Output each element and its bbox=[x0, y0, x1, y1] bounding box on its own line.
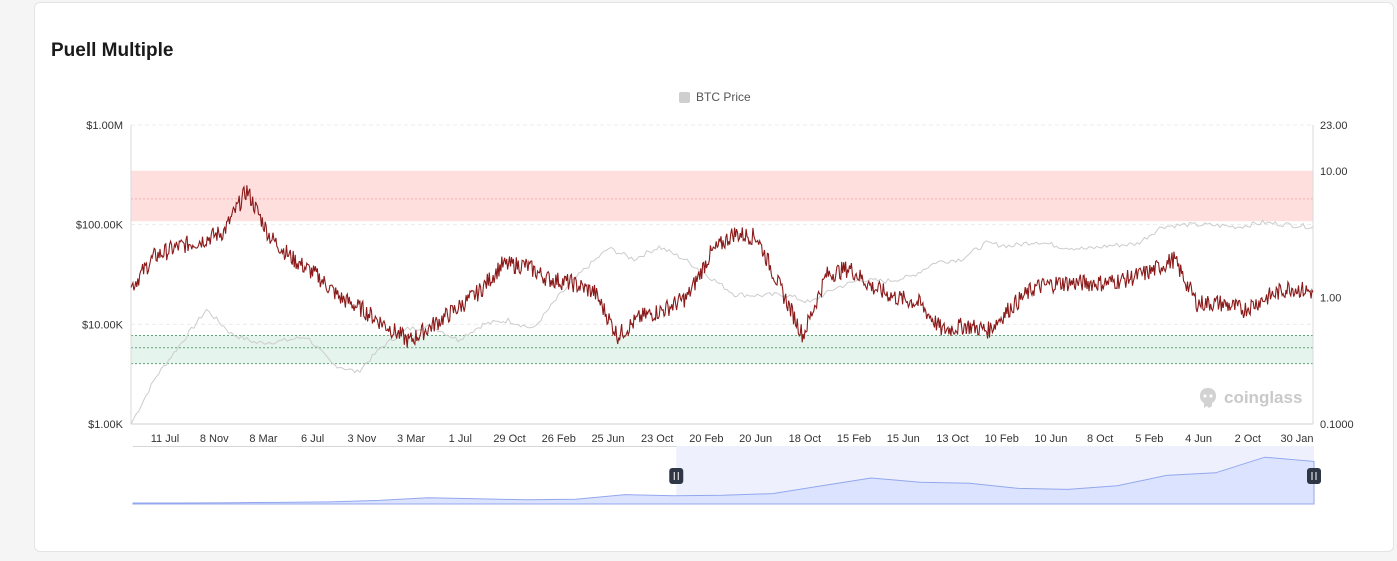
x-tick-label: 15 Feb bbox=[837, 433, 871, 445]
x-tick-label: 29 Oct bbox=[493, 433, 525, 445]
navigator-right-handle[interactable] bbox=[1307, 468, 1321, 484]
coinglass-logo-icon bbox=[1200, 388, 1216, 408]
x-tick-label: 20 Feb bbox=[689, 433, 723, 445]
x-tick-label: 25 Jun bbox=[591, 433, 624, 445]
x-tick-label: 8 Oct bbox=[1087, 433, 1113, 445]
navigator-area bbox=[132, 456, 1315, 505]
puell-multiple-line bbox=[130, 185, 1314, 348]
x-tick-label: 11 Jul bbox=[151, 433, 180, 445]
watermark: coinglass bbox=[1198, 387, 1302, 409]
x-tick-label: 20 Jun bbox=[739, 433, 772, 445]
x-tick-label: 6 Jul bbox=[301, 433, 324, 445]
left-tick-label: $1.00M bbox=[86, 120, 123, 132]
legend-swatch bbox=[679, 91, 690, 103]
watermark-text: coinglass bbox=[1224, 388, 1303, 407]
x-tick-label: 26 Feb bbox=[542, 433, 576, 445]
undervalued-band bbox=[131, 335, 1313, 364]
left-tick-label: $100.00K bbox=[76, 220, 124, 232]
x-tick-label: 5 Feb bbox=[1135, 433, 1163, 445]
left-tick-label: $1.00K bbox=[88, 419, 124, 431]
legend-label: BTC Price bbox=[696, 90, 751, 104]
x-tick-label: 8 Mar bbox=[249, 433, 277, 445]
overvalued-band bbox=[131, 170, 1313, 222]
left-tick-label: $10.00K bbox=[82, 319, 124, 331]
x-tick-label: 1 Jul bbox=[449, 433, 472, 445]
x-tick-label: 3 Mar bbox=[397, 433, 425, 445]
right-tick-label: 0.1000 bbox=[1320, 419, 1354, 431]
navigator-left-handle[interactable] bbox=[669, 468, 684, 484]
x-tick-label: 10 Feb bbox=[985, 433, 1019, 445]
x-tick-label: 15 Jun bbox=[887, 433, 920, 445]
x-tick-label: 13 Oct bbox=[936, 433, 968, 445]
x-tick-label: 23 Oct bbox=[641, 433, 673, 445]
right-tick-label: 23.00 bbox=[1320, 120, 1348, 132]
x-tick-label: 3 Nov bbox=[347, 433, 376, 445]
chart-title: Puell Multiple bbox=[51, 40, 174, 61]
x-tick-label: 10 Jun bbox=[1034, 433, 1067, 445]
right-tick-label: 1.00 bbox=[1320, 292, 1341, 304]
btc-price-line bbox=[130, 219, 1314, 425]
legend-item-btc-price[interactable]: BTC Price bbox=[679, 90, 751, 104]
x-tick-label: 18 Oct bbox=[789, 433, 821, 445]
right-tick-label: 10.00 bbox=[1320, 166, 1348, 178]
x-tick-label: 8 Nov bbox=[200, 433, 229, 445]
x-tick-label: 4 Jun bbox=[1185, 433, 1212, 445]
x-tick-label: 30 Jan bbox=[1280, 433, 1313, 445]
x-tick-label: 2 Oct bbox=[1235, 433, 1261, 445]
